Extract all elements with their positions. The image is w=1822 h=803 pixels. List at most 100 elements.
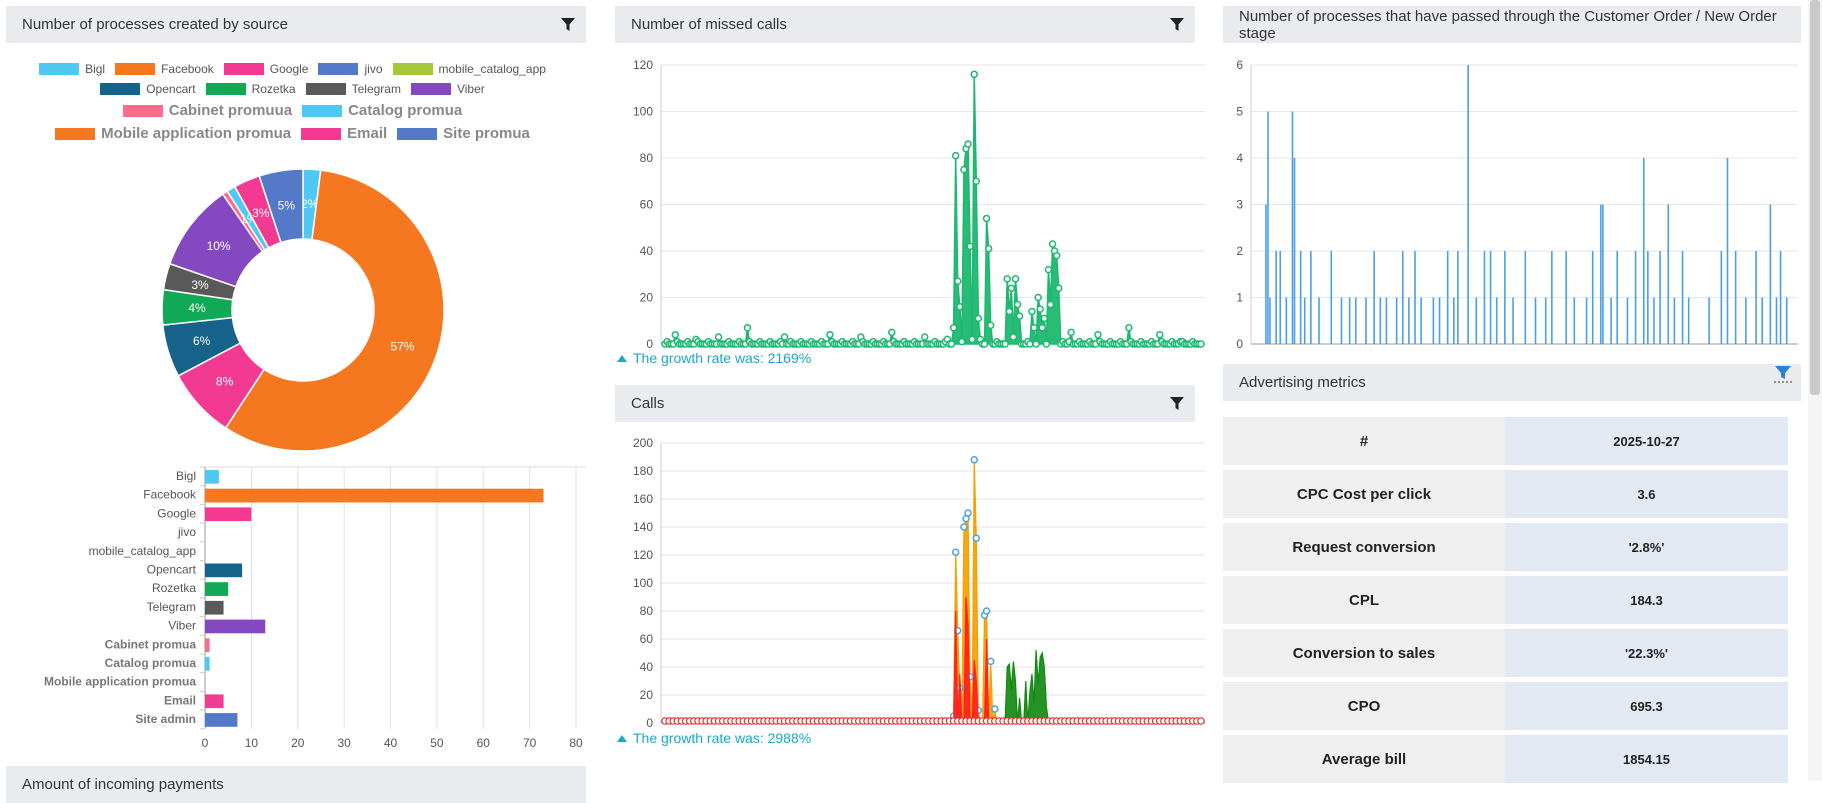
data-point xyxy=(966,242,974,251)
source-panel-header: Number of processes created by source xyxy=(6,6,586,43)
data-point xyxy=(1030,323,1038,332)
data-point xyxy=(1156,330,1164,339)
legend-item[interactable]: Site promua xyxy=(397,125,530,142)
legend-label: jivo xyxy=(364,62,383,76)
bar xyxy=(1585,297,1588,344)
legend-item[interactable]: Bigl xyxy=(39,62,105,76)
legend-item[interactable]: Email xyxy=(301,125,387,142)
legend-label: Opencart xyxy=(146,82,196,96)
bar xyxy=(1379,297,1382,344)
legend-item[interactable]: Opencart xyxy=(100,82,196,96)
legend-label: Telegram xyxy=(351,82,401,96)
legend-item[interactable]: Google xyxy=(223,62,308,76)
y-tick-label: 0 xyxy=(646,716,653,730)
y-tick-label: 2 xyxy=(1236,244,1243,258)
legend-item[interactable]: Facebook xyxy=(115,62,214,76)
bar xyxy=(1408,297,1410,344)
metrics-row: CPC Cost per click 3.6 xyxy=(1223,470,1788,518)
bar xyxy=(1414,251,1416,344)
x-tick-label: 20 xyxy=(291,736,305,750)
payments-panel-title: Amount of incoming payments xyxy=(22,776,224,793)
legend-item[interactable]: Telegram xyxy=(305,82,401,96)
legend-swatch xyxy=(55,127,96,140)
legend-item[interactable]: Viber xyxy=(410,82,485,96)
y-category-label: Email xyxy=(164,693,196,707)
missed-panel-title: Number of missed calls xyxy=(631,16,787,33)
legend-swatch xyxy=(392,63,433,75)
data-point xyxy=(1040,314,1049,323)
data-point xyxy=(951,548,960,556)
bar xyxy=(1265,204,1267,344)
legend-item[interactable]: Cabinet promuua xyxy=(122,102,292,119)
bar xyxy=(205,619,266,634)
data-point xyxy=(743,323,752,332)
data-point xyxy=(960,165,968,174)
data-point xyxy=(958,337,966,346)
x-tick-label: 50 xyxy=(430,736,444,750)
bar xyxy=(205,582,229,596)
x-tick-label: 80 xyxy=(569,736,583,750)
data-point xyxy=(780,333,789,341)
data-point xyxy=(826,330,834,339)
slice-label: 57% xyxy=(390,340,414,354)
bar xyxy=(1551,251,1553,344)
bar xyxy=(1446,251,1449,344)
filter-icon[interactable] xyxy=(1159,385,1195,422)
x-tick-label: 10 xyxy=(245,736,259,750)
y-category-label: Catalog promua xyxy=(105,656,197,670)
data-point xyxy=(1009,333,1018,341)
y-tick-label: 6 xyxy=(1236,58,1243,72)
y-tick-label: 20 xyxy=(640,291,654,305)
y-category-label: Facebook xyxy=(143,488,197,502)
y-category-label: Viber xyxy=(168,619,196,633)
legend-item[interactable]: jivo xyxy=(318,62,383,76)
legend-item[interactable]: Mobile application promua xyxy=(55,125,291,142)
up-arrow-icon xyxy=(617,354,627,362)
data-point xyxy=(972,534,981,542)
y-category-label: Google xyxy=(157,506,196,520)
bar xyxy=(1708,297,1710,344)
scrollbar-thumb[interactable] xyxy=(1810,0,1820,395)
y-tick-label: 40 xyxy=(640,244,654,258)
bar xyxy=(205,507,252,522)
legend-swatch xyxy=(302,104,343,117)
y-tick-label: 100 xyxy=(633,105,653,119)
data-point xyxy=(960,523,968,531)
bar xyxy=(1269,297,1271,344)
data-point xyxy=(949,323,958,332)
bar xyxy=(1761,297,1764,344)
bar xyxy=(1475,297,1478,344)
data-point xyxy=(888,328,896,337)
data-point xyxy=(974,314,983,323)
legend-item[interactable]: Rozetka xyxy=(205,82,296,96)
legend-label: Site promua xyxy=(443,125,530,142)
filter-icon[interactable] xyxy=(1159,6,1195,43)
legend-label: Mobile application promua xyxy=(101,125,292,142)
bar xyxy=(205,713,238,727)
bar xyxy=(1565,251,1567,344)
bar xyxy=(1602,204,1604,344)
bar xyxy=(1401,251,1404,344)
data-point xyxy=(982,607,991,615)
bar xyxy=(1673,297,1676,344)
data-point xyxy=(1005,307,1014,316)
y-tick-label: 60 xyxy=(640,198,654,212)
legend-label: Rozetka xyxy=(251,82,296,96)
y-tick-label: 180 xyxy=(633,464,653,478)
data-point xyxy=(1026,340,1034,348)
up-arrow-icon xyxy=(617,734,627,742)
data-point xyxy=(970,456,978,464)
data-point xyxy=(984,244,993,253)
data-point xyxy=(1001,340,1009,348)
filter-icon[interactable] xyxy=(1765,363,1801,402)
legend-item[interactable]: mobile_catalog_app xyxy=(392,62,546,76)
legend-item[interactable]: Catalog promua xyxy=(302,102,462,119)
metrics-row: Request conversion '2.8%' xyxy=(1223,523,1788,571)
y-tick-label: 100 xyxy=(633,576,653,590)
calls-chart: 0 20 40 60 80 100 120 140 160 180 200 xyxy=(633,436,1205,730)
metrics-row: Average bill 1854.15 xyxy=(1223,735,1788,783)
x-tick-label: 60 xyxy=(477,736,491,750)
y-category-label: Telegram xyxy=(147,600,196,614)
filter-icon[interactable] xyxy=(550,6,586,43)
bar xyxy=(1769,204,1772,344)
